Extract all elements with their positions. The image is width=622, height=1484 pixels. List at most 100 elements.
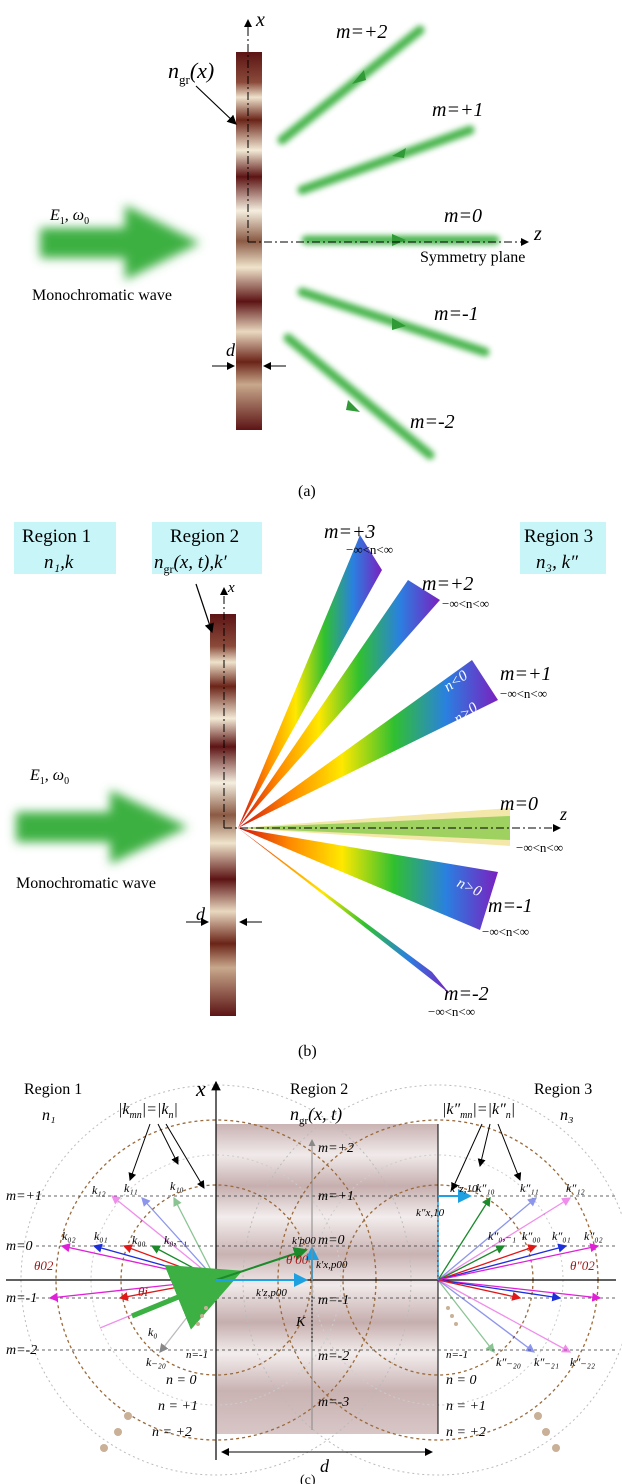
theta02: θ02: [34, 1258, 54, 1273]
m-left-p1: m=+1: [6, 1189, 42, 1204]
panel-b-x-label: x: [227, 580, 235, 596]
panel-a-caption: (a): [298, 483, 316, 500]
k-right-z10: k″z,10: [450, 1183, 478, 1195]
panel-b-mono-label: Monochromatic wave: [16, 875, 156, 892]
theta-i: θi: [138, 1284, 148, 1299]
panel-b-grating: [210, 614, 236, 1016]
panel-c-region2-n: ngr(x, t): [290, 1104, 342, 1127]
panel-b-region3-title: Region 3: [524, 526, 593, 547]
panel-b-order-0: m=0: [500, 793, 538, 815]
k-left-02: k₀₂: [62, 1229, 76, 1243]
panel-c-x-label: x: [195, 1076, 206, 1101]
panel-a-d-label: d: [226, 340, 236, 360]
k-right-m20: k″₋₂₀: [496, 1355, 521, 1369]
m-center-m1: m=-1: [318, 1293, 349, 1308]
panel-b-order-p2: m=+2: [422, 573, 473, 595]
panel-a-e1-label: E1, ω0: [49, 207, 89, 227]
panel-a-grating: [236, 52, 262, 430]
k-left-0: k₀: [148, 1325, 158, 1339]
panel-b-incident-beam: [16, 790, 188, 864]
panel-a-order-p1: m=+1: [432, 99, 483, 121]
k-right-m21: k″₋₂₁: [534, 1355, 559, 1369]
panel-b-region2-title: Region 2: [170, 526, 239, 547]
k-left-00: k₀₀: [132, 1233, 146, 1247]
panel-a-incident-beam: [40, 205, 200, 280]
panel-c-dots: [100, 1306, 560, 1452]
panel-c-region1-title: Region 1: [24, 1081, 82, 1098]
panel-c-n-left: n=-1 n = 0 n = +1 n = +2: [152, 1349, 208, 1440]
panel-c-kmn-left: |kmn|=|kn|: [118, 1101, 178, 1121]
fan-m-plus1: [238, 660, 498, 828]
panel-b-region2-box: [152, 522, 262, 574]
k-right-11: k″₁₁: [520, 1181, 539, 1195]
n-left-0: n = 0: [166, 1373, 196, 1388]
k-right-02: k″₀₂: [584, 1229, 603, 1243]
K-label: K: [295, 1315, 306, 1330]
panel-b-nrange-p1: −∞<n<∞: [500, 686, 547, 701]
n-left-p1: n = +1: [158, 1399, 198, 1414]
panel-b-order-m2: m=-2: [444, 983, 489, 1005]
panel-b-region3-box: [520, 522, 606, 574]
panel-c-n-right: n=-1 n = 0 n = +1 n = +2: [446, 1349, 486, 1440]
m-left-m2: m=-2: [6, 1343, 37, 1358]
panel-b-z-label: z: [559, 804, 567, 824]
panel-c-region1-n: n₁: [42, 1107, 56, 1124]
panel-a-symmetry-label: Symmetry plane: [420, 249, 525, 266]
k-right-m22: k″₋₂₂: [570, 1355, 595, 1369]
k-left-12: k₁₂: [92, 1183, 106, 1197]
panel-b-region1-title: Region 1: [22, 526, 91, 547]
panel-b-nrange-p2: −∞<n<∞: [442, 596, 489, 611]
panel-b-region2-sub: ngr(x, t),k′: [154, 552, 228, 576]
k-left-11: k₁₁: [124, 1181, 138, 1195]
m-center-p2: m=+2: [318, 1141, 354, 1156]
n-right-m1: n=-1: [446, 1349, 468, 1361]
fan-m-minus1: [238, 828, 498, 930]
panel-c-caption: (c): [300, 1473, 316, 1484]
k-left-10: k₁₀: [170, 1179, 184, 1193]
panel-a-order-0: m=0: [444, 205, 482, 227]
panel-c-m-left: m=+1 m=0 m=-1 m=-2: [6, 1189, 42, 1358]
k-left-m20: k₋₂₀: [146, 1355, 166, 1369]
panel-b-caption: (b): [298, 1043, 317, 1060]
panel-b-nrange-p3: −∞<n<∞: [346, 542, 393, 557]
panel-b-nrange-m1: −∞<n<∞: [482, 924, 529, 939]
panel-b-region3-sub: n₃, k″: [536, 552, 579, 573]
k-right-10: k″₁₀: [476, 1181, 495, 1195]
n-right-p1: n = +1: [446, 1399, 486, 1414]
k-right-0m1: k″₀,₋₁: [488, 1229, 516, 1243]
panel-c-k-left: k₁₂ k₁₁ k₁₀ k₀₂ k₀₁ k₀₀ k₀,₋₁ k₀ k₋₂₀: [62, 1179, 187, 1369]
panel-b-region1-box: [14, 522, 116, 574]
kz-label: k′z,p00: [256, 1287, 287, 1299]
n-left-p2: n = +2: [152, 1425, 192, 1440]
m-center-m3: m=-3: [318, 1395, 349, 1410]
panel-c-region2-title: Region 2: [290, 1081, 348, 1098]
panel-c-region3-n: n₃: [560, 1107, 574, 1124]
panel-a-order-p2: m=+2: [336, 21, 387, 43]
m-center-0: m=0: [318, 1233, 345, 1248]
panel-b-nrange-0: −∞<n<∞: [516, 840, 563, 855]
panel-b-order-p1: m=+1: [500, 663, 551, 685]
m-left-0: m=0: [6, 1239, 33, 1254]
k-left-0m1: k₀,₋₁: [164, 1233, 187, 1247]
panel-b-region1-sub: n₁,k: [44, 552, 74, 573]
panel-b: Region 1 n₁,k Region 2 ngr(x, t),k′ Regi…: [14, 521, 606, 1060]
panel-c-k-right: k″₁₀ k″₁₁ k″₁₂ k″₀,₋₁ k″₀₀ k″₀₁ k″₀₂ k″₋…: [416, 1181, 603, 1369]
panel-c-d-label: d: [320, 1456, 330, 1476]
m-left-m1: m=-1: [6, 1291, 37, 1306]
k-left-01: k₀₁: [94, 1229, 108, 1243]
panel-a: x z ngr(x) E1, ω0 Monochromatic wave Sym…: [32, 9, 542, 500]
panel-b-d-label: d: [196, 904, 206, 924]
panel-b-order-m1: m=-1: [488, 895, 533, 917]
k-right-00: k″₀₀: [522, 1229, 541, 1243]
panel-a-mono-label: Monochromatic wave: [32, 287, 172, 304]
kp-label: k′p00: [292, 1235, 316, 1247]
n-right-p2: n = +2: [446, 1425, 486, 1440]
n-left-m1: n=-1: [186, 1349, 208, 1361]
k-right-x10: k″x,10: [416, 1207, 445, 1219]
panel-a-x-label: x: [255, 9, 265, 31]
panel-c: x Region 1 n₁ Region 2 ngr(x, t) Region …: [6, 1076, 622, 1484]
panel-b-nrange-m2: −∞<n<∞: [428, 1004, 475, 1019]
m-center-p1: m=+1: [318, 1189, 354, 1204]
panel-c-inner-labels: k′p00 k′x,p00 k′z,p00 θ′00 θ02 θi θ″02 K: [34, 1235, 595, 1330]
kx-label: k′x,p00: [316, 1259, 348, 1271]
